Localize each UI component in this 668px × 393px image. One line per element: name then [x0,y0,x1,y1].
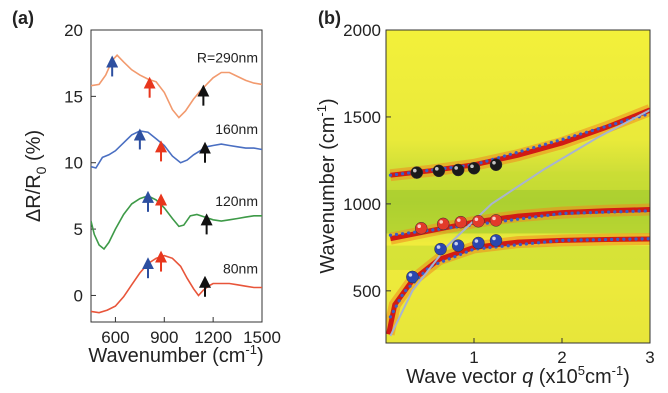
marker-black [451,163,465,177]
y-tick-label: 1500 [343,108,381,127]
marker-red [454,215,468,229]
marker-blue [406,270,419,284]
curve-label: 80nm [223,261,258,277]
y-tick-label: 2000 [343,21,381,40]
marker-red [414,221,428,235]
marker-highlight [454,241,458,246]
branch-upper-ridge [390,107,650,178]
series-line-3 [91,254,262,314]
panel-a-y-ticks: 0 5 10 15 20 [64,21,96,305]
marker-highlight [413,168,417,173]
heatmap [386,30,650,343]
x-tick-label: 3 [645,348,654,367]
marker-highlight [435,167,439,171]
marker-black [489,158,503,172]
marker-black [432,164,446,178]
marker-highlight [408,273,413,277]
marker-highlight [474,239,479,243]
marker-blue [472,236,485,250]
curve-label: R=290nm [197,49,258,65]
series-line-1 [91,130,262,169]
y-tick-label: 5 [74,220,83,239]
marker-red [489,214,503,227]
y-tick-label: 0 [74,286,83,305]
marker-highlight [457,218,461,222]
y-tick-label: 20 [64,21,83,40]
dotted-line-1 [388,209,650,237]
marker-highlight [470,164,474,169]
marker-black [410,166,424,179]
series-line-2 [91,195,262,251]
panel-b-y-axis-label: Wavenumber (cm-1) [314,98,339,273]
panel-b-y-ticks: 500 1000 1500 2000 [343,21,391,301]
dotted-line-0 [388,111,650,177]
marker-blue [489,234,503,247]
fit-curve [389,109,650,337]
panel-b: (b) 500 1000 1500 2000 1 2 3 Wave vector q (x… [314,8,655,388]
panel-b-x-ticks: 1 2 3 [469,338,655,367]
panel-b-x-axis-label: Wave vector q (x105cm-1) [406,363,630,388]
heatmap-bands [386,104,650,336]
curve-label: 120nm [215,193,258,209]
panel-a-frame [90,29,263,323]
panel-a: (a) 0 5 10 15 20 600 900 1200 1500 R=290nm 160nm… [12,8,281,367]
dotted-line-2 [388,237,650,319]
y-tick-label: 10 [64,154,83,173]
marker-highlight [474,217,479,222]
panel-a-curve-labels: R=290nm 160nm 120nm 80nm [197,49,258,276]
y-tick-label: 15 [64,87,83,106]
marker-highlight [439,220,444,224]
data-markers [406,158,503,284]
y-tick-label: 1000 [343,195,381,214]
light-line-curve [389,109,650,337]
marker-highlight [454,166,458,170]
marker-highlight [492,236,496,241]
marker-red [472,215,485,228]
marker-highlight [492,160,496,165]
panel-b-frame [385,29,651,344]
green-band [386,171,650,190]
panel-a-x-axis-label: Wavenumber (cm-1) [88,342,263,367]
panel-a-label: (a) [12,8,34,28]
x-tick-label: 1 [469,348,478,367]
dotted-fit-lines [388,111,650,319]
marker-highlight [417,224,422,229]
marker-highlight [436,245,441,249]
x-tick-label: 900 [150,328,178,347]
panel-a-x-ticks: 600 900 1200 1500 [101,317,281,347]
marker-blue [434,242,447,256]
panel-a-y-axis-label: ΔR/R0 (%) [23,130,49,222]
marker-red [436,217,450,231]
x-tick-label: 1200 [194,328,232,347]
curve-label: 160nm [215,121,258,137]
marker-highlight [492,216,496,221]
y-tick-label: 500 [353,282,381,301]
panel-a-arrows [106,55,213,297]
x-tick-label: 1500 [243,328,281,347]
marker-blue [451,239,465,252]
x-tick-label: 2 [557,348,566,367]
panel-b-label: (b) [318,8,341,28]
marker-black [467,161,481,175]
branch-middle-ridge [389,207,650,242]
x-tick-label: 600 [101,328,129,347]
